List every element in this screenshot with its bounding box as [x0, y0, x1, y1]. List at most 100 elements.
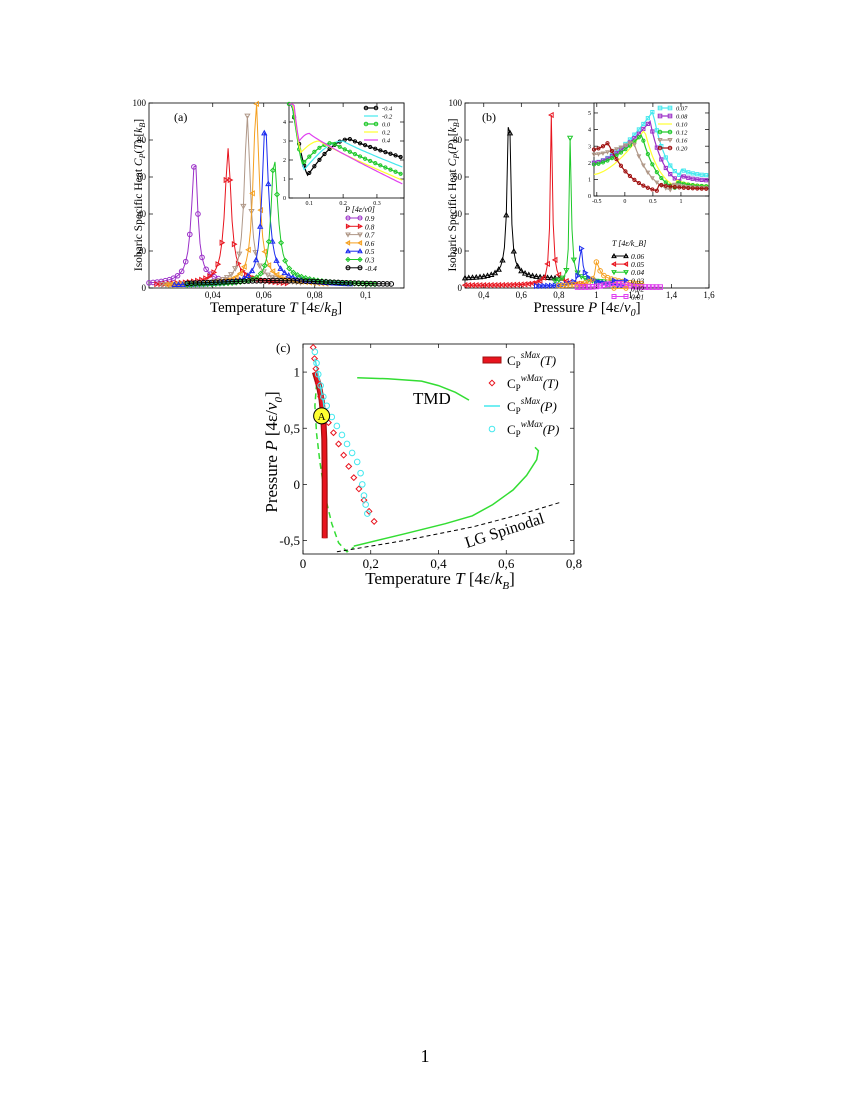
inset-point — [600, 160, 606, 165]
data-point — [601, 282, 607, 288]
data-point — [236, 270, 243, 277]
data-point — [578, 280, 585, 287]
data-point — [653, 284, 660, 290]
inset-legend-marker — [373, 121, 379, 127]
data-point — [285, 272, 292, 278]
cp-wmax-T-point — [312, 365, 320, 373]
data-point — [269, 268, 276, 275]
data-point — [269, 167, 276, 174]
panel-b-label: (b) — [482, 110, 496, 124]
x-tick-label: 0,6 — [516, 290, 528, 300]
data-point — [536, 273, 544, 280]
inset-point — [307, 170, 312, 176]
inset-point — [668, 172, 673, 177]
inset-point — [686, 185, 691, 191]
inset-point — [686, 170, 691, 175]
inset-point — [378, 163, 383, 168]
data-point — [551, 278, 559, 285]
data-point — [244, 113, 251, 120]
data-point — [310, 278, 317, 285]
panel-a-legend: 0.90.80.70.60.50.3-0.4 P [4ε/v0] — [344, 205, 377, 273]
cp-wmax-P-point — [311, 348, 319, 356]
data-point — [563, 267, 570, 274]
panel-a-ylabel: Isobaric Specific Heat CP(T) [kB] — [133, 119, 147, 271]
data-point — [200, 279, 207, 286]
data-point — [529, 272, 536, 279]
data-point — [265, 238, 272, 245]
x-tick-label: 0,4 — [430, 556, 447, 571]
y-tick-label: 80 — [453, 135, 463, 145]
series-0.06 — [461, 127, 562, 281]
point-a-label: A — [318, 411, 326, 423]
inset-point — [645, 121, 650, 126]
data-point — [634, 280, 641, 287]
data-point — [351, 280, 358, 286]
inset-series-0.08 — [591, 119, 709, 184]
data-point — [642, 284, 648, 290]
inset-point — [650, 109, 655, 115]
inset-series-0.20 — [591, 141, 709, 193]
inset-legend-label: -0.4 — [382, 106, 393, 113]
green-solid-line — [353, 446, 540, 547]
inset-series-0.4 — [289, 103, 403, 185]
legend-marker — [344, 240, 351, 246]
legend-label: 0.8 — [365, 222, 375, 231]
data-point — [586, 274, 593, 281]
data-point — [480, 273, 487, 279]
data-point — [514, 262, 521, 269]
legend-label: 0.03 — [631, 276, 644, 285]
data-point — [171, 281, 178, 288]
inset-point — [668, 163, 673, 168]
data-point — [582, 269, 589, 276]
inset-point — [659, 182, 664, 188]
inset-point — [672, 176, 677, 181]
legend-marker — [623, 277, 630, 284]
data-point — [253, 274, 260, 281]
data-point — [638, 281, 645, 287]
inset-point — [342, 137, 347, 142]
data-point — [469, 274, 476, 280]
data-point — [545, 282, 551, 289]
data-point — [586, 278, 592, 285]
legend-title: T [4ε/k_B] — [612, 239, 646, 248]
y-tick-label: 100 — [449, 98, 463, 108]
data-point — [249, 276, 256, 283]
data-point — [537, 282, 544, 290]
inset-point — [596, 146, 601, 151]
inset-point — [645, 152, 650, 157]
y-tick-label: 2 — [283, 158, 286, 164]
inset-point — [378, 148, 383, 153]
x-tick-label: 0,08 — [307, 290, 323, 300]
inset-point — [668, 184, 673, 189]
data-point — [252, 256, 260, 263]
inset-point — [704, 186, 709, 191]
cp-wmax-P-point — [343, 440, 351, 448]
inset-point — [672, 169, 677, 174]
x-tick-label: 0 — [300, 556, 307, 571]
inset-point — [383, 150, 388, 155]
data-point — [188, 280, 195, 286]
inset-point — [352, 139, 358, 144]
data-point — [211, 269, 218, 276]
inset-point — [618, 145, 624, 150]
inset-point — [352, 152, 358, 157]
inset-point — [388, 151, 393, 156]
data-point — [634, 283, 641, 290]
data-point — [257, 270, 264, 277]
data-point — [335, 279, 342, 286]
legend-label: CPsMax(T) — [507, 350, 556, 370]
inset-legend-label: 0.08 — [676, 114, 688, 121]
inset-series--0.2 — [289, 103, 403, 171]
cp-wmax-P-point — [357, 469, 364, 477]
data-point — [571, 278, 578, 285]
data-point — [175, 281, 182, 287]
cp-wmax-T-point — [329, 429, 337, 437]
data-point — [499, 256, 506, 263]
inset-point — [677, 172, 682, 177]
data-point — [521, 269, 529, 276]
inset-point — [312, 149, 317, 154]
data-point — [347, 280, 354, 286]
legend-marker — [611, 277, 618, 284]
